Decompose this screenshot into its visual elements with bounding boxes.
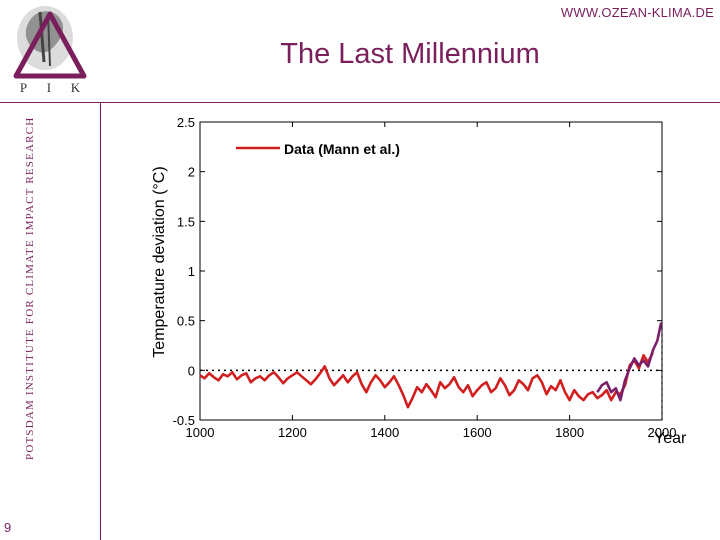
x-tick-label: 1200 [278, 425, 307, 440]
page-number: 9 [4, 520, 12, 535]
series-line-purple [596, 322, 663, 402]
legend-label: Data (Mann et al.) [284, 141, 400, 157]
pik-letter-p: P [19, 80, 28, 95]
pik-letter-i: I [46, 80, 52, 95]
y-tick-label: 2 [188, 165, 195, 180]
y-tick-label: -0.5 [173, 413, 195, 428]
pik-triangle-logo-icon [13, 6, 87, 79]
page-title: The Last Millennium [280, 38, 540, 70]
x-axis-label: Year [654, 430, 687, 447]
x-tick-label: 1000 [186, 425, 215, 440]
series-line-mann [199, 351, 654, 409]
pik-letter-k: K [70, 80, 81, 95]
sidebar-divider [100, 102, 101, 540]
y-tick-label: 0 [188, 363, 195, 378]
x-tick-label: 2000 [648, 425, 677, 440]
y-axis-label: Temperature deviation (°C) [151, 166, 168, 358]
header-divider [0, 102, 720, 103]
x-tick-label: 1800 [555, 425, 584, 440]
y-tick-label: 1.5 [177, 214, 195, 229]
y-tick-label: 1 [188, 264, 195, 279]
pik-letters: P I K [10, 80, 90, 96]
x-tick-label: 1600 [463, 425, 492, 440]
pik-logo [0, 0, 100, 102]
x-tick-label: 1400 [370, 425, 399, 440]
y-tick-label: 0.5 [177, 314, 195, 329]
site-url[interactable]: WWW.OZEAN-KLIMA.DE [560, 5, 714, 20]
y-tick-label: 2.5 [177, 115, 195, 130]
